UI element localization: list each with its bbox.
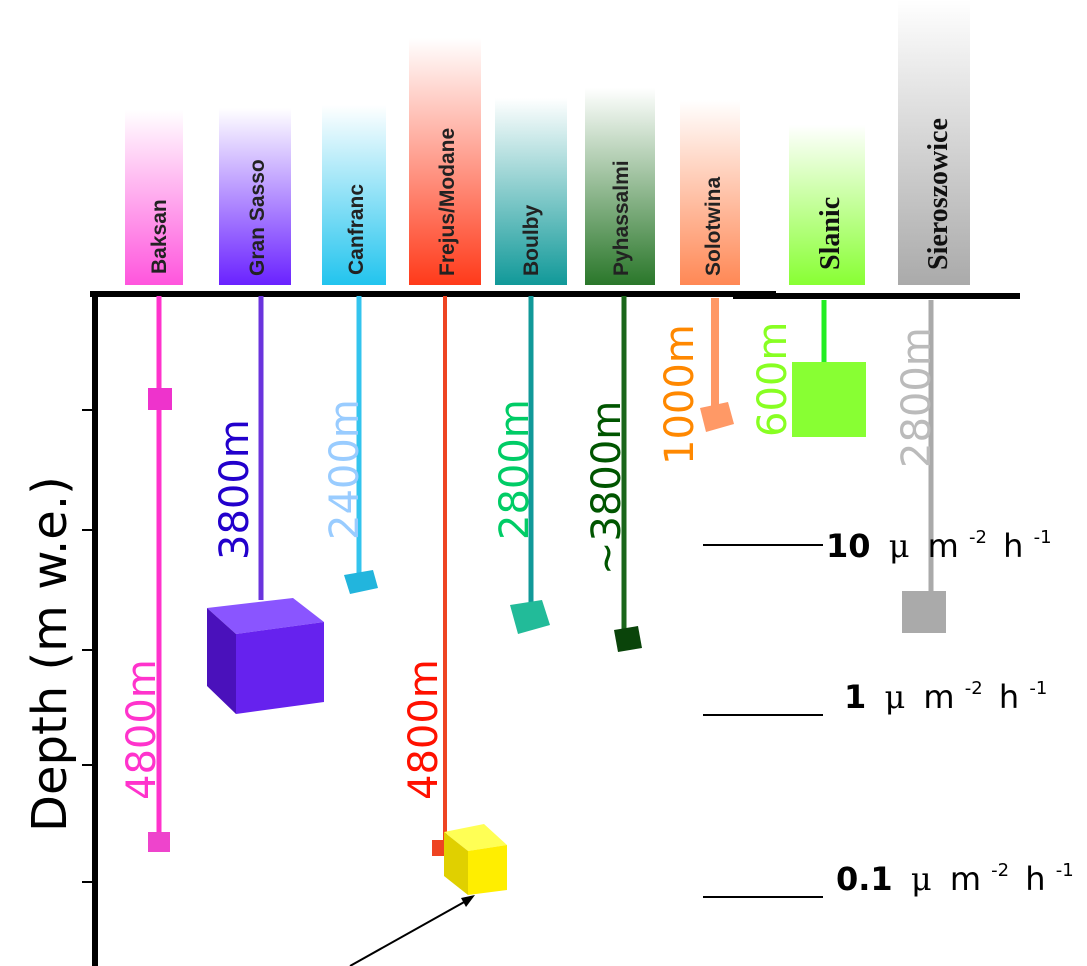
lab-frejus: 4800m (401, 296, 507, 895)
flux-mu-10: μ (889, 527, 910, 565)
cube-frejus-top (444, 824, 507, 851)
flux-levels: 10 μ m -2 h -1 1 μ m -2 h -1 0.1 μ m -2 … (703, 513, 1074, 898)
flux-unit-10: m (928, 527, 959, 565)
flux-exp2-0-1: -1 (1056, 860, 1074, 881)
flux-value-1: 1 (844, 678, 866, 716)
flux-unit-1: m (923, 678, 954, 716)
flux-exp1-1: -2 (965, 678, 983, 699)
lab-headers: Baksan Gran Sasso Canfranc Frejus/Modane… (125, 0, 970, 285)
depth-label-gran-sasso: 3800m (212, 419, 258, 560)
depth-label-solotwina: 1000m (657, 324, 703, 465)
lab-name-sieroszowice: Sieroszowice (923, 118, 954, 270)
cube-gran-sasso-side (236, 622, 324, 714)
depth-label-baksan: 4800m (119, 659, 165, 800)
lab-name-boulby: Boulby (520, 205, 543, 276)
lab-boulby: 2800m (492, 296, 550, 634)
flux-exp1-10: -2 (969, 527, 987, 548)
lab-name-slanic: Slanic (815, 197, 846, 270)
header-bar-frejus (409, 38, 481, 285)
header-bar-gran-sasso (219, 108, 291, 285)
depth-label-slanic: 600m (750, 322, 796, 437)
header-bar-sieroszowice (898, 0, 970, 285)
cube-solotwina (700, 402, 734, 432)
arrow-head (461, 895, 475, 907)
flux-value-0-1: 0.1 (836, 860, 893, 898)
marker-baksan-upper (148, 388, 172, 410)
lab-name-frejus: Frejus/Modane (436, 128, 459, 276)
flux-exp1-0-1: -2 (991, 860, 1009, 881)
header-bar-canfranc (322, 105, 386, 285)
depth-label-canfranc: 2400m (322, 399, 368, 540)
cube-frejus-side (468, 845, 507, 895)
header-bar-slanic (789, 125, 865, 285)
lab-sieroszowice: 2800m (894, 300, 946, 633)
lab-name-canfranc: Canfranc (345, 184, 368, 275)
flux-mu-1: μ (884, 678, 905, 716)
lab-canfranc: 2400m (322, 296, 378, 594)
block-slanic (792, 362, 866, 437)
header-bar-pyhasalmi (585, 88, 655, 285)
depth-label-sieroszowice: 2800m (894, 327, 940, 468)
arrow-shaft (349, 900, 467, 966)
flux-value-10: 10 (826, 527, 871, 565)
flux-label-10: 10 μ m -2 h -1 (826, 513, 1052, 565)
lab-pyhasalmi: ~3800m (584, 296, 642, 652)
flux-label-1: 1 μ m -2 h -1 (844, 664, 1047, 716)
header-bar-boulby (495, 98, 567, 285)
cube-canfranc (344, 570, 378, 594)
flux-unit2-1: h (999, 678, 1019, 716)
depth-axis: Depth (m w.e.) (22, 294, 98, 966)
lab-name-baksan: Baksan (148, 199, 171, 274)
annotation-arrow (349, 895, 475, 966)
cube-frejus-front (444, 832, 468, 895)
lab-baksan: 4800m (119, 296, 172, 852)
flux-exp2-10: -1 (1034, 527, 1052, 548)
block-sieroszowice (902, 591, 946, 633)
cube-pyhasalmi (614, 626, 642, 652)
cube-gran-sasso-top (207, 598, 324, 634)
lab-gran-sasso: 3800m (207, 296, 324, 714)
lab-name-gran-sasso: Gran Sasso (246, 159, 269, 276)
depth-label-boulby: 2800m (492, 399, 538, 540)
lab-solotwina: 1000m (657, 298, 734, 465)
cube-gran-sasso-front (207, 608, 236, 714)
lab-name-pyhasalmi: Pyhassalmi (610, 160, 633, 276)
lab-name-solotwina: Solotwina (702, 177, 725, 276)
cube-boulby (510, 600, 550, 634)
flux-unit-0-1: m (950, 860, 981, 898)
lab-slanic: 600m (750, 300, 866, 437)
header-bar-baksan (125, 110, 183, 285)
flux-unit2-10: h (1003, 527, 1023, 565)
flux-label-0-1: 0.1 μ m -2 h -1 (836, 846, 1074, 898)
depth-label-frejus: 4800m (401, 659, 447, 800)
depth-label-pyhasalmi: ~3800m (584, 401, 630, 575)
marker-baksan-lower (148, 832, 170, 852)
flux-exp2-1: -1 (1029, 678, 1047, 699)
header-bar-solotwina (680, 100, 740, 285)
flux-mu-0-1: μ (911, 860, 932, 898)
flux-unit2-0-1: h (1025, 860, 1045, 898)
depth-axis-label: Depth (m w.e.) (22, 476, 78, 832)
